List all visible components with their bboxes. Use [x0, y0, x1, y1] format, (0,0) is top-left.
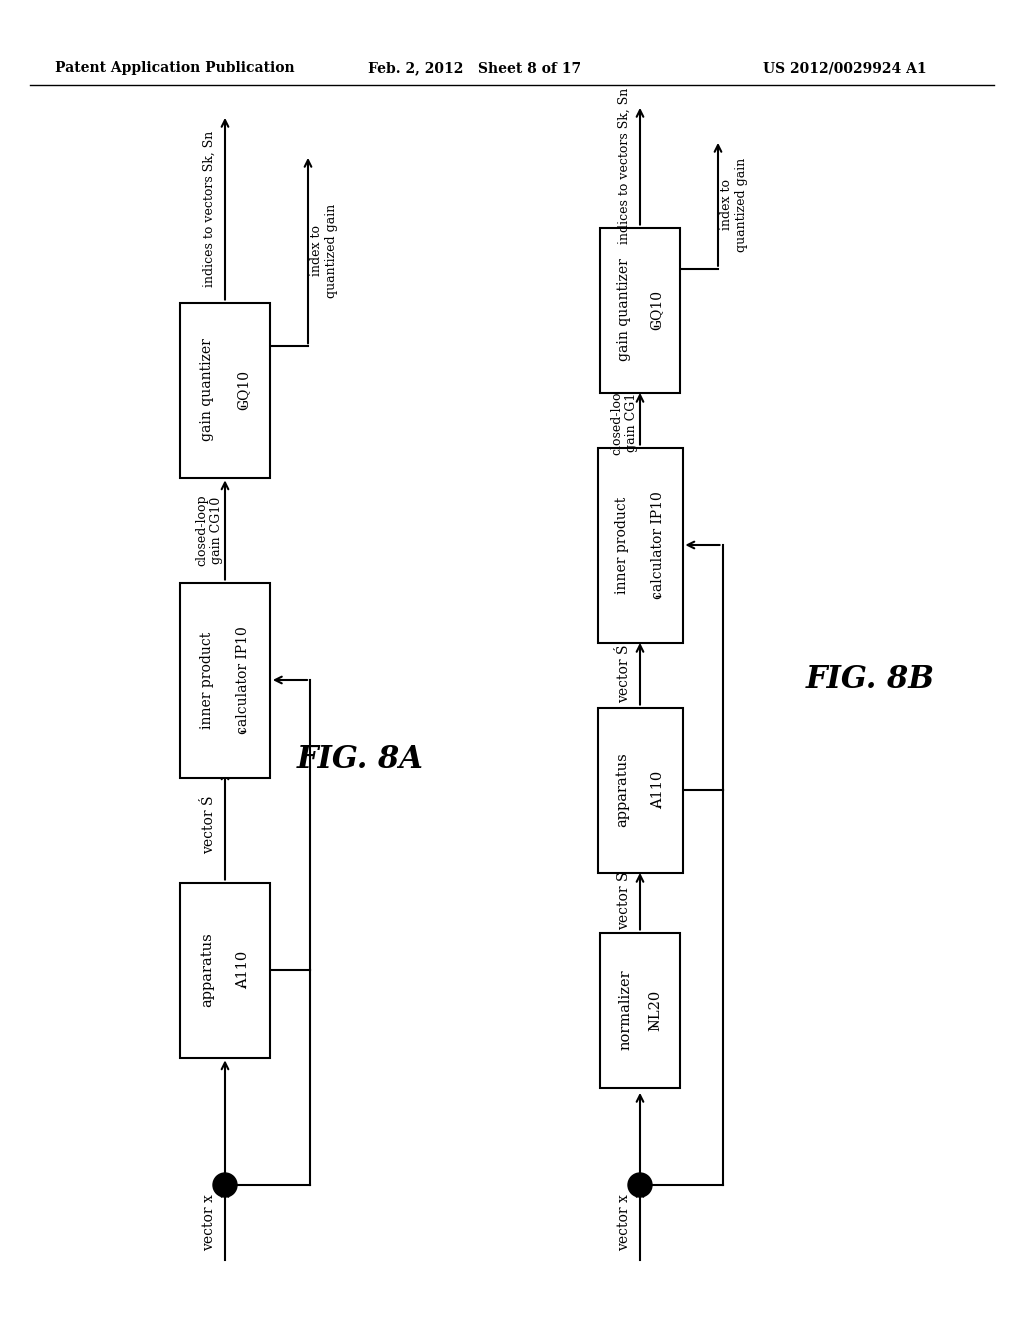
Text: US 2012/0029924 A1: US 2012/0029924 A1 [763, 61, 927, 75]
Text: apparatus: apparatus [200, 933, 214, 1007]
Text: gain quantizer: gain quantizer [200, 338, 214, 441]
Bar [180, 302, 270, 478]
Circle shape [213, 1173, 237, 1197]
Text: normalizer: normalizer [618, 970, 632, 1051]
Text: index to
quantized gain: index to quantized gain [310, 203, 338, 298]
Text: Feb. 2, 2012   Sheet 8 of 17: Feb. 2, 2012 Sheet 8 of 17 [369, 61, 582, 75]
Text: indices to vectors Sk, Sn: indices to vectors Sk, Sn [617, 88, 631, 244]
Text: inner product: inner product [200, 631, 214, 729]
Text: vector x: vector x [202, 1195, 216, 1251]
Text: gain quantizer: gain quantizer [617, 259, 631, 362]
Bar [600, 227, 680, 392]
Text: vector x: vector x [617, 1195, 631, 1251]
Text: calculator IP10: calculator IP10 [236, 626, 250, 734]
Text: closed-loop
gain CG10: closed-loop gain CG10 [610, 383, 638, 454]
Text: vector S: vector S [617, 873, 631, 931]
Text: GQ10: GQ10 [236, 370, 250, 411]
Text: vector Ś: vector Ś [617, 644, 631, 704]
Text: Patent Application Publication: Patent Application Publication [55, 61, 295, 75]
Text: inner product: inner product [615, 496, 629, 594]
Bar [180, 883, 270, 1057]
Circle shape [628, 1173, 652, 1197]
Text: NL20: NL20 [648, 990, 662, 1031]
Text: FIG. 8A: FIG. 8A [297, 744, 424, 776]
Text: GQ10: GQ10 [649, 290, 663, 330]
Text: FIG. 8B: FIG. 8B [806, 664, 935, 696]
Text: A110: A110 [236, 950, 250, 989]
Text: closed-loop
gain CG10: closed-loop gain CG10 [195, 494, 223, 566]
Bar [597, 708, 683, 873]
Bar [180, 582, 270, 777]
Text: indices to vectors Sk, Sn: indices to vectors Sk, Sn [203, 131, 215, 286]
Text: index to
quantized gain: index to quantized gain [720, 157, 748, 252]
Bar [597, 447, 683, 643]
Text: vector Ś: vector Ś [202, 796, 216, 854]
Bar [600, 932, 680, 1088]
Text: calculator IP10: calculator IP10 [651, 491, 665, 599]
Text: apparatus: apparatus [615, 752, 629, 828]
Text: A110: A110 [651, 771, 665, 809]
